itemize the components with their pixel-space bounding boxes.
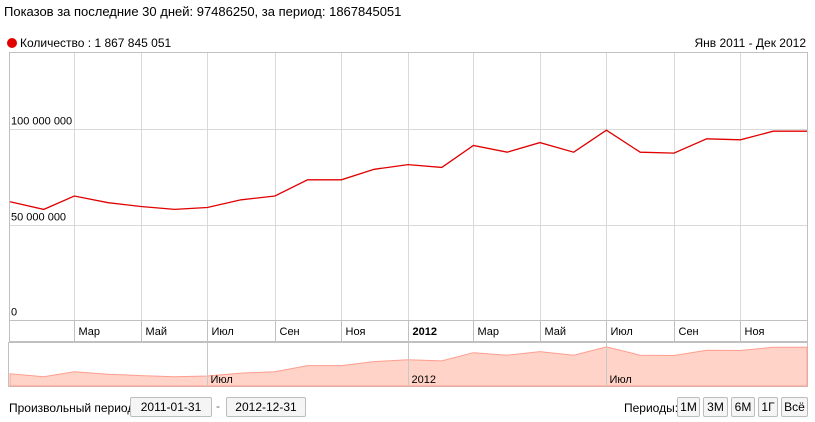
vertical-gridlines <box>74 53 741 320</box>
y-tick-label: 100 000 000 <box>11 116 72 128</box>
x-axis-ticks: Мар Май Июл Сен Ноя 2012 Мар Май Июл Сен Ноя <box>74 320 765 341</box>
period-1m-button[interactable]: 1М <box>677 397 700 417</box>
navigator-label: 2012 <box>412 374 436 386</box>
legend-label: Количество : 1 867 845 051 <box>20 36 172 50</box>
period-1y-button[interactable]: 1Г <box>758 397 778 417</box>
y-tick-label: 0 <box>11 307 17 319</box>
date-to-button[interactable]: 2012-12-31 <box>226 397 306 417</box>
date-separator: - <box>216 399 220 413</box>
x-tick-label: Ноя <box>346 326 366 338</box>
y-tick-label: 50 000 000 <box>11 212 66 224</box>
x-tick-label: Май <box>146 326 168 338</box>
y-axis-labels: 0 50 000 000 100 000 000 <box>11 116 72 319</box>
x-tick-label: Июл <box>212 326 234 338</box>
x-tick-label: Сен <box>280 326 300 338</box>
page-title: Показов за последние 30 дней: 97486250, … <box>4 4 402 19</box>
navigator-label: Июл <box>610 374 632 386</box>
navigator-labels: Июл 2012 Июл <box>207 343 632 386</box>
period-all-button[interactable]: Всё <box>781 397 808 417</box>
custom-period-label: Произвольный период: <box>9 401 138 415</box>
navigator-label: Июл <box>211 374 233 386</box>
x-tick-label: Мар <box>79 326 101 338</box>
line-chart[interactable]: 0 50 000 000 100 000 000 Мар Май Июл Сен Ноя 20… <box>0 0 815 395</box>
series-line[interactable] <box>9 129 807 211</box>
x-tick-label: 2012 <box>413 326 437 338</box>
legend[interactable]: Количество : 1 867 845 051 <box>7 36 171 50</box>
x-tick-label: Июл <box>611 326 633 338</box>
x-tick-label: Мар <box>478 326 500 338</box>
date-range-label: Янв 2011 - Дек 2012 <box>694 36 806 50</box>
period-6m-button[interactable]: 6М <box>731 397 755 417</box>
x-tick-label: Сен <box>679 326 699 338</box>
periods-label: Периоды: <box>624 401 679 415</box>
horizontal-gridlines <box>10 129 807 226</box>
legend-marker <box>7 38 17 48</box>
x-tick-label: Ноя <box>745 326 765 338</box>
date-from-button[interactable]: 2011-01-31 <box>130 397 212 417</box>
x-tick-label: Май <box>545 326 567 338</box>
period-3m-button[interactable]: 3М <box>703 397 728 417</box>
